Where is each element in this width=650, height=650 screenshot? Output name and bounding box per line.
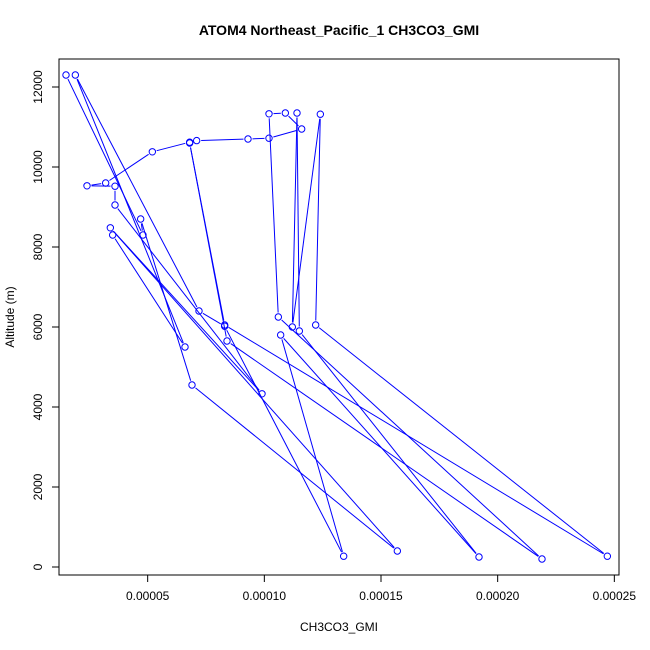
series-segment — [315, 118, 321, 321]
data-point — [339, 552, 348, 560]
data-point — [244, 135, 252, 143]
series-segment — [76, 78, 184, 344]
data-point — [185, 139, 194, 147]
data-point — [220, 322, 229, 330]
data-point — [258, 390, 266, 398]
x-axis-label: CH3CO3_GMI — [300, 620, 378, 634]
x-tick-label: 0.00005 — [126, 589, 170, 603]
data-point — [111, 201, 119, 209]
data-point — [83, 182, 91, 190]
series-segment — [273, 129, 298, 138]
y-tick-label: 4000 — [31, 393, 45, 420]
series-segment — [76, 78, 198, 308]
y-tick-label: 6000 — [31, 313, 45, 340]
series-segment — [140, 223, 143, 231]
series-segment — [226, 329, 343, 553]
data-point — [603, 552, 612, 560]
series-segment — [201, 138, 244, 141]
data-point — [148, 148, 157, 156]
y-tick-label: 12000 — [31, 70, 45, 104]
data-point — [62, 71, 70, 79]
data-point — [297, 125, 306, 133]
x-tick-label: 0.00010 — [243, 589, 287, 603]
data-point — [538, 555, 546, 563]
series-segment — [91, 183, 102, 186]
data-point — [274, 313, 283, 321]
data-point — [265, 110, 273, 118]
data-point — [288, 323, 297, 331]
data-point — [393, 547, 402, 555]
data-point — [223, 337, 231, 345]
data-point — [101, 179, 110, 187]
data-point — [195, 307, 203, 315]
series-segment — [112, 230, 260, 391]
series-segment — [114, 238, 183, 344]
data-point — [293, 109, 301, 117]
series-segment — [230, 343, 539, 557]
data-point — [71, 71, 80, 79]
series-segment — [112, 230, 395, 548]
data-point — [316, 110, 325, 118]
series-layer — [62, 71, 612, 563]
data-point — [181, 343, 189, 351]
data-point — [276, 331, 285, 339]
data-point — [265, 134, 273, 142]
data-point — [295, 327, 304, 335]
data-point — [108, 231, 117, 239]
x-tick-label: 0.00020 — [476, 589, 520, 603]
series-segment — [117, 208, 260, 391]
data-point — [106, 224, 115, 232]
series-segment — [296, 117, 300, 327]
y-axis-label: Altitude (m) — [3, 286, 17, 347]
data-point — [475, 553, 483, 561]
series-segment — [281, 339, 343, 553]
data-point — [136, 215, 145, 223]
data-point — [311, 321, 320, 329]
series-segment — [195, 387, 395, 549]
series-segment — [190, 147, 225, 321]
plot-frame — [58, 58, 620, 576]
y-tick-label: 8000 — [31, 233, 45, 260]
series-segment — [301, 334, 477, 554]
series-segment — [283, 338, 477, 554]
data-point — [188, 381, 196, 389]
data-point — [281, 109, 290, 117]
y-tick-label: 0 — [31, 563, 45, 570]
y-tick-label: 2000 — [31, 473, 45, 500]
x-axis: 0.00005 0.00010 0.00015 0.00020 0.00025 — [126, 574, 637, 603]
data-point — [111, 182, 119, 190]
series-segment — [67, 78, 142, 232]
series-segment — [318, 327, 605, 554]
chart-title: ATOM4 Northeast_Pacific_1 CH3CO3_GMI — [199, 22, 479, 38]
data-point — [139, 231, 147, 239]
series-segment — [291, 117, 298, 323]
series-segment — [292, 118, 321, 323]
x-tick-label: 0.00015 — [359, 589, 403, 603]
data-point — [192, 136, 201, 145]
x-tick-label: 0.00025 — [593, 589, 637, 603]
y-axis: 0 2000 4000 6000 8000 10000 12000 — [31, 70, 60, 570]
series-segment — [268, 118, 279, 313]
series-segment — [156, 142, 186, 152]
series-segment — [202, 312, 222, 325]
y-tick-label: 10000 — [31, 150, 45, 184]
series-segment — [281, 319, 540, 557]
series-segment — [228, 326, 604, 555]
